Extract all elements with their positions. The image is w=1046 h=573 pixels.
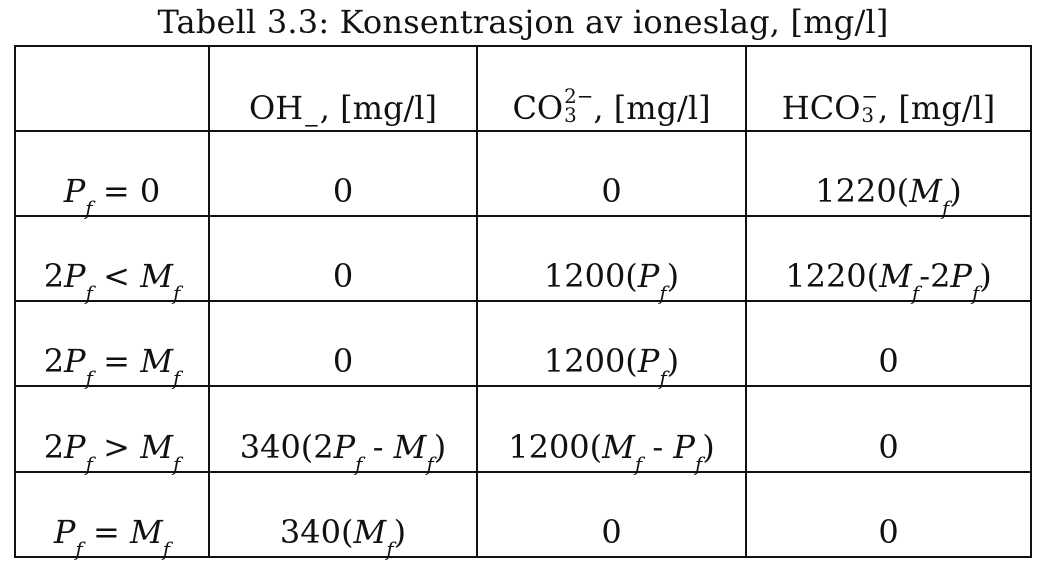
cond-operator: = bbox=[102, 172, 130, 210]
cond-rhs: 0 bbox=[139, 172, 161, 210]
header-corner-cell bbox=[16, 47, 208, 130]
hco3-subscript: 3 bbox=[861, 104, 875, 128]
cond-P: P bbox=[64, 342, 86, 380]
co3-coef: 1200( bbox=[508, 428, 603, 466]
table-border-top bbox=[14, 45, 1032, 47]
cond-P: P bbox=[64, 257, 86, 295]
oh-unit: , [mg/l] bbox=[319, 89, 437, 127]
oh-value-cell: 0 bbox=[210, 217, 476, 300]
oh-value-cell: 0 bbox=[210, 132, 476, 215]
hco3-value: 0 bbox=[878, 342, 899, 380]
co3-P: P bbox=[637, 342, 660, 380]
table-border-bottom bbox=[14, 556, 1032, 558]
hco3-value-cell: 0 bbox=[747, 302, 1030, 385]
row-divider bbox=[14, 215, 1032, 217]
cond-operator: = bbox=[92, 513, 120, 551]
co3-ion: CO bbox=[512, 89, 564, 127]
cond-operator: < bbox=[103, 257, 130, 295]
oh-close: ) bbox=[433, 428, 447, 466]
co3-subscript: 3 bbox=[564, 104, 577, 128]
hco3-close: ) bbox=[979, 257, 992, 295]
co3-M: M bbox=[602, 428, 635, 466]
co3-P: P bbox=[673, 428, 695, 466]
co3-indices: 2− 3 bbox=[564, 85, 594, 128]
oh-value: 0 bbox=[332, 342, 354, 380]
oh-coef: 340(2 bbox=[239, 428, 334, 466]
hco3-indices: −3 bbox=[861, 85, 879, 128]
oh-M: M bbox=[353, 513, 387, 551]
table-caption: Tabell 3.3: Konsentrasjon av ioneslag, [… bbox=[157, 3, 889, 41]
row-divider bbox=[14, 471, 1032, 473]
cond-operator: > bbox=[103, 428, 130, 466]
hco3-value: 0 bbox=[878, 428, 899, 466]
hco3-charge: − bbox=[861, 85, 879, 109]
oh-P: P bbox=[333, 428, 356, 466]
oh-mid: - bbox=[362, 428, 394, 466]
co3-value: 0 bbox=[601, 513, 622, 551]
hco3-P: P bbox=[950, 257, 972, 295]
cond-P: P bbox=[63, 172, 86, 210]
co3-charge: 2− bbox=[564, 85, 594, 109]
cond-P: P bbox=[53, 513, 76, 551]
header-hco3: HCO −3, [mg/l] bbox=[747, 47, 1030, 130]
co3-unit: , [mg/l] bbox=[593, 89, 711, 127]
co3-value: 0 bbox=[601, 172, 622, 210]
co3-mid: - bbox=[642, 428, 674, 466]
cond-operator: = bbox=[103, 342, 130, 380]
co3-value-cell: 0 bbox=[478, 473, 745, 556]
cond-M: M bbox=[140, 342, 173, 380]
hco3-value-cell: 0 bbox=[747, 473, 1030, 556]
row-divider bbox=[14, 385, 1032, 387]
cond-P: P bbox=[64, 428, 86, 466]
oh-value: 0 bbox=[332, 172, 354, 210]
oh-ion: OH bbox=[249, 89, 304, 127]
oh-value: 0 bbox=[332, 257, 354, 295]
row-divider bbox=[14, 130, 1032, 132]
hco3-M: M bbox=[879, 257, 912, 295]
hco3-close: ) bbox=[949, 172, 962, 210]
hco3-value-cell: 0 bbox=[747, 387, 1030, 471]
hco3-M: M bbox=[909, 172, 942, 210]
header-oh: OH −, [mg/l] bbox=[249, 89, 437, 137]
header-co3: CO 2− 3, [mg/l] bbox=[478, 47, 745, 130]
hco3-unit: , [mg/l] bbox=[878, 89, 996, 127]
hco3-coef: 1220( bbox=[815, 172, 910, 210]
row-divider bbox=[14, 300, 1032, 302]
hco3-coef: 1220( bbox=[785, 257, 880, 295]
co3-close: ) bbox=[666, 257, 680, 295]
oh-coef: 340( bbox=[279, 513, 354, 551]
hco3-value: 0 bbox=[878, 513, 899, 551]
co3-coef: 1200( bbox=[543, 342, 638, 380]
cond-M: M bbox=[130, 513, 163, 551]
cond-coef: 2 bbox=[43, 257, 65, 295]
co3-close: ) bbox=[702, 428, 715, 466]
co3-P: P bbox=[637, 257, 660, 295]
co3-coef: 1200( bbox=[543, 257, 638, 295]
cond-M: M bbox=[140, 257, 173, 295]
cond-coef: 2 bbox=[43, 342, 65, 380]
co3-value-cell: 0 bbox=[478, 132, 745, 215]
co3-close: ) bbox=[666, 342, 680, 380]
oh-value-cell: 0 bbox=[210, 302, 476, 385]
oh-close: ) bbox=[393, 513, 407, 551]
hco3-mid: -2 bbox=[919, 257, 951, 295]
oh-M: M bbox=[393, 428, 427, 466]
cond-coef: 2 bbox=[43, 428, 65, 466]
hco3-ion: HCO bbox=[781, 89, 861, 127]
cond-M: M bbox=[140, 428, 173, 466]
